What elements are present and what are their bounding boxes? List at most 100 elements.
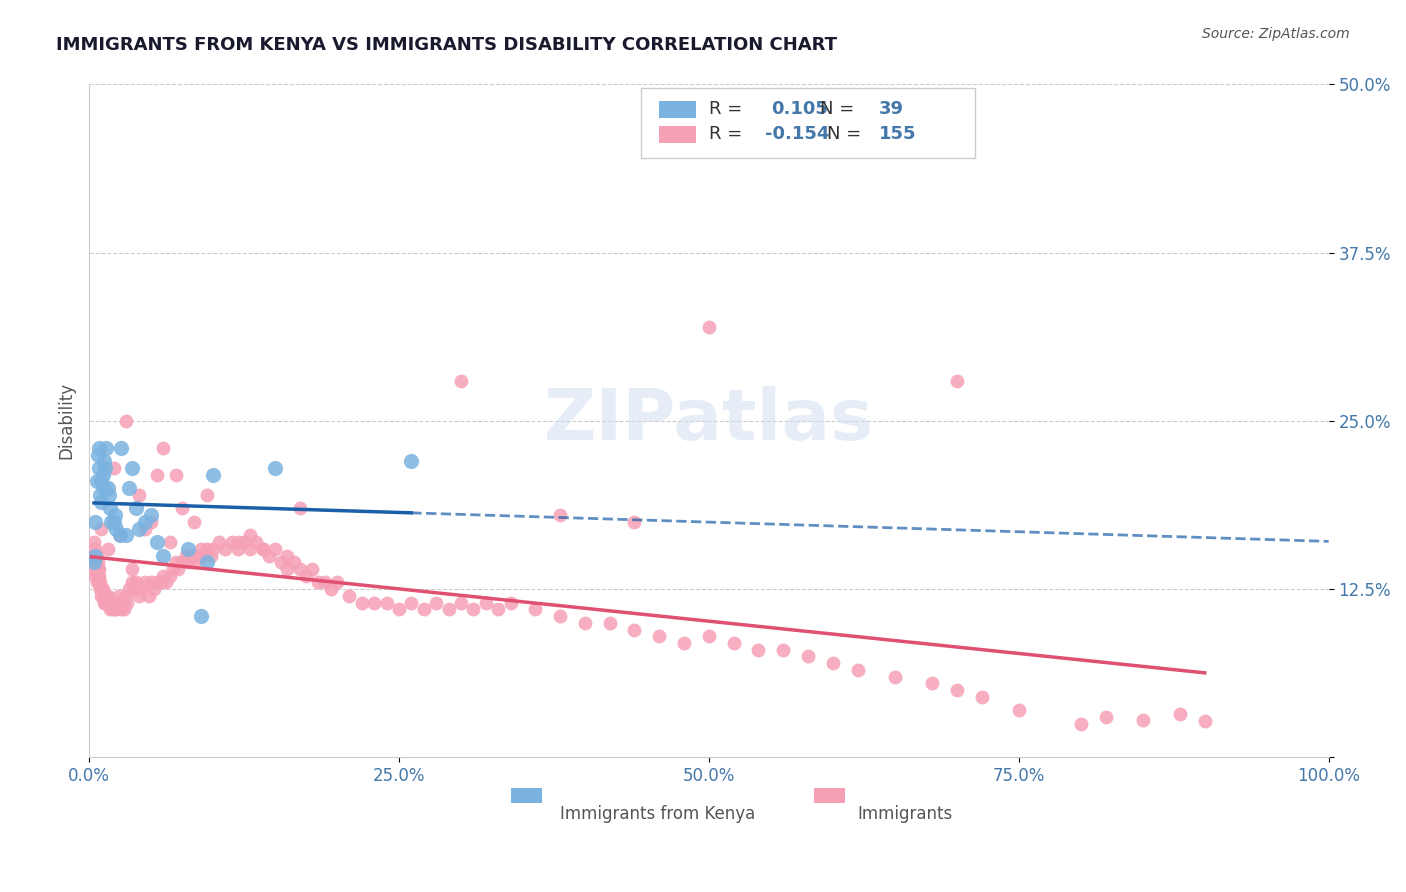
Point [548, 508, 571, 523]
Point [226, 541, 249, 556]
Y-axis label: Disability: Disability [58, 383, 75, 459]
Point [84, 515, 107, 529]
Point [970, 690, 993, 704]
Text: ZIPatlas: ZIPatlas [544, 386, 875, 456]
Point [846, 663, 869, 677]
Point [1168, 707, 1191, 722]
Point [98, 602, 121, 616]
Point [276, 549, 298, 563]
Point [138, 589, 160, 603]
Point [195, 488, 218, 502]
Point [264, 461, 287, 475]
Point [945, 374, 967, 388]
Text: Source: ZipAtlas.com: Source: ZipAtlas.com [1202, 27, 1350, 41]
Point [208, 535, 231, 549]
Point [146, 535, 169, 549]
Point [283, 555, 305, 569]
Point [118, 481, 141, 495]
Point [350, 596, 373, 610]
Point [83, 535, 105, 549]
Point [747, 642, 769, 657]
Point [314, 575, 336, 590]
Point [301, 562, 323, 576]
Point [319, 582, 342, 596]
Point [97, 488, 120, 502]
Point [474, 596, 496, 610]
Point [103, 602, 125, 616]
FancyBboxPatch shape [814, 789, 845, 803]
Point [257, 549, 280, 563]
Point [239, 541, 262, 556]
Point [190, 609, 212, 624]
Point [91, 589, 114, 603]
Point [183, 515, 205, 529]
Point [108, 596, 131, 610]
Point [623, 623, 645, 637]
Text: IMMIGRANTS FROM KENYA VS IMMIGRANTS DISABILITY CORRELATION CHART: IMMIGRANTS FROM KENYA VS IMMIGRANTS DISA… [56, 36, 837, 54]
Point [134, 515, 156, 529]
Point [110, 441, 132, 455]
Point [98, 501, 121, 516]
Text: 39: 39 [879, 100, 904, 119]
Point [87, 562, 110, 576]
Point [115, 589, 138, 603]
Point [195, 555, 218, 569]
Point [128, 488, 150, 502]
Point [139, 575, 162, 590]
Point [97, 589, 120, 603]
Point [118, 582, 141, 596]
Point [187, 549, 209, 563]
Point [93, 481, 115, 495]
Point [288, 501, 311, 516]
Point [162, 562, 184, 576]
Point [155, 575, 177, 590]
Point [697, 629, 720, 643]
Point [1094, 710, 1116, 724]
Point [152, 549, 174, 563]
Point [191, 549, 214, 563]
Point [89, 488, 111, 502]
Point [108, 528, 131, 542]
Text: Immigrants: Immigrants [858, 805, 953, 822]
Point [93, 596, 115, 610]
Point [128, 522, 150, 536]
Point [170, 501, 193, 516]
Point [91, 582, 114, 596]
Point [363, 596, 385, 610]
Point [233, 535, 256, 549]
Point [401, 596, 423, 610]
Point [673, 636, 696, 650]
Text: N =: N = [821, 100, 860, 119]
Point [97, 541, 120, 556]
FancyBboxPatch shape [510, 789, 541, 803]
Point [486, 602, 509, 616]
Point [115, 528, 138, 542]
Point [276, 562, 298, 576]
Text: R =: R = [709, 125, 748, 144]
Point [226, 535, 249, 549]
Point [93, 589, 115, 603]
Point [125, 575, 148, 590]
Point [97, 596, 120, 610]
Point [412, 602, 434, 616]
Point [96, 441, 118, 455]
Point [239, 528, 262, 542]
Point [104, 508, 127, 523]
Point [159, 568, 181, 582]
Point [221, 535, 243, 549]
Point [883, 670, 905, 684]
Point [270, 555, 292, 569]
Point [125, 501, 148, 516]
Point [183, 555, 205, 569]
Point [326, 575, 349, 590]
Point [115, 414, 138, 428]
Point [108, 589, 131, 603]
Point [821, 656, 844, 670]
Point [134, 575, 156, 590]
Point [111, 596, 134, 610]
Point [86, 475, 108, 489]
Point [945, 683, 967, 698]
Point [86, 562, 108, 576]
Point [599, 615, 621, 630]
Point [121, 461, 143, 475]
